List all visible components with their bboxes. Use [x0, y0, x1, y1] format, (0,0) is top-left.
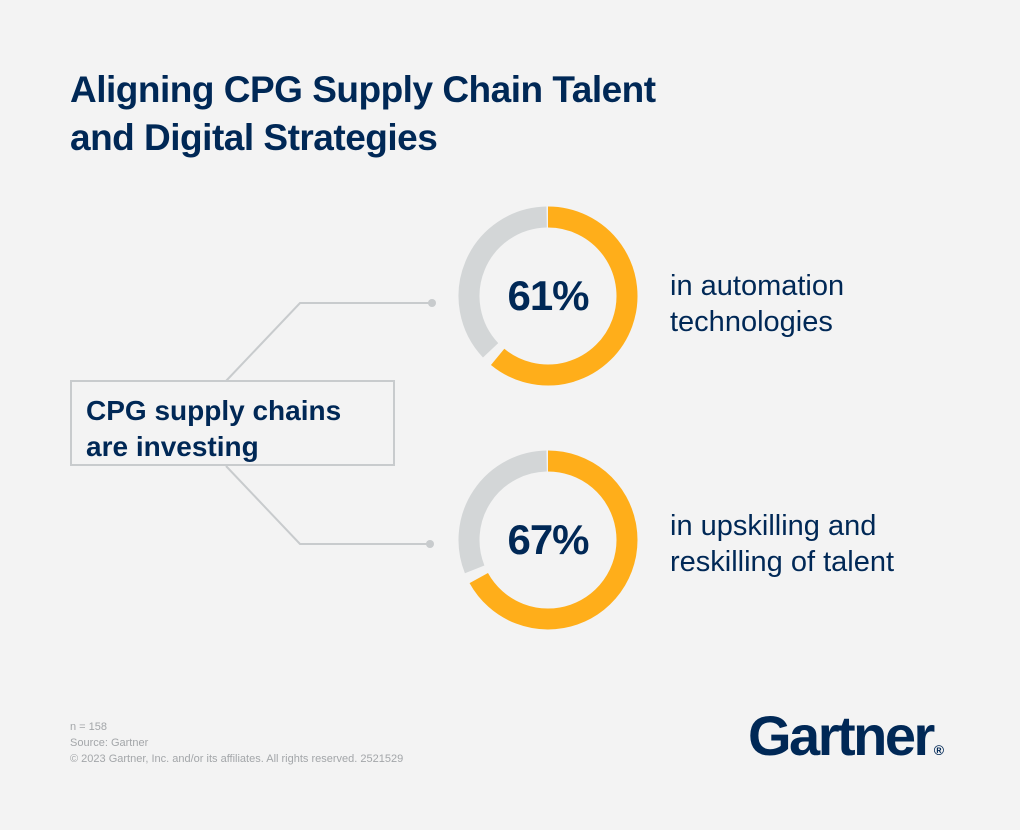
donut-automation-label: 61%: [507, 272, 589, 319]
donut-automation-remainder: [458, 206, 548, 358]
gartner-logo-text: Gartner: [748, 704, 935, 767]
gartner-logo: Gartner®: [748, 704, 944, 782]
title-line-2: and Digital Strategies: [70, 117, 438, 158]
footnote-copyright: © 2023 Gartner, Inc. and/or its affiliat…: [70, 753, 404, 765]
page-title: Aligning CPG Supply Chain Talent and Dig…: [70, 66, 790, 162]
connector-line-bottom: [225, 465, 430, 545]
desc-upskilling-line-2: reskilling of talent: [670, 546, 895, 578]
donut-upskilling-svg: [458, 450, 638, 630]
desc-upskilling: in upskilling and reskilling of talent: [670, 508, 990, 580]
callout-line-1: CPG supply chains: [86, 395, 342, 426]
title-line-1: Aligning CPG Supply Chain Talent: [70, 69, 656, 110]
donut-automation-svg: [458, 206, 638, 386]
donut-upskilling-value: [469, 450, 638, 630]
donut-upskilling: 67%: [458, 450, 638, 630]
desc-automation-line-2: technologies: [670, 306, 833, 338]
footnotes: n = 158 Source: Gartner © 2023 Gartner, …: [70, 719, 403, 767]
desc-automation: in automation technologies: [670, 268, 990, 340]
footnote-source: Source: Gartner: [70, 737, 149, 749]
desc-automation-line-1: in automation: [670, 270, 845, 302]
donut-upskilling-label: 67%: [507, 516, 589, 563]
connector-line-top: [225, 302, 432, 382]
footnote-sample-size: n = 158: [70, 721, 108, 733]
donut-automation-value: [490, 206, 638, 386]
callout-box: CPG supply chains are investing: [70, 380, 395, 466]
donut-upskilling-remainder: [458, 450, 548, 574]
donut-automation: 61%: [458, 206, 638, 386]
connector-dot-bottom: [426, 540, 434, 548]
connector-dot-top: [428, 299, 436, 307]
callout-line-2: are investing: [86, 431, 259, 462]
desc-upskilling-line-1: in upskilling and: [670, 510, 877, 542]
registered-mark: ®: [933, 742, 945, 758]
